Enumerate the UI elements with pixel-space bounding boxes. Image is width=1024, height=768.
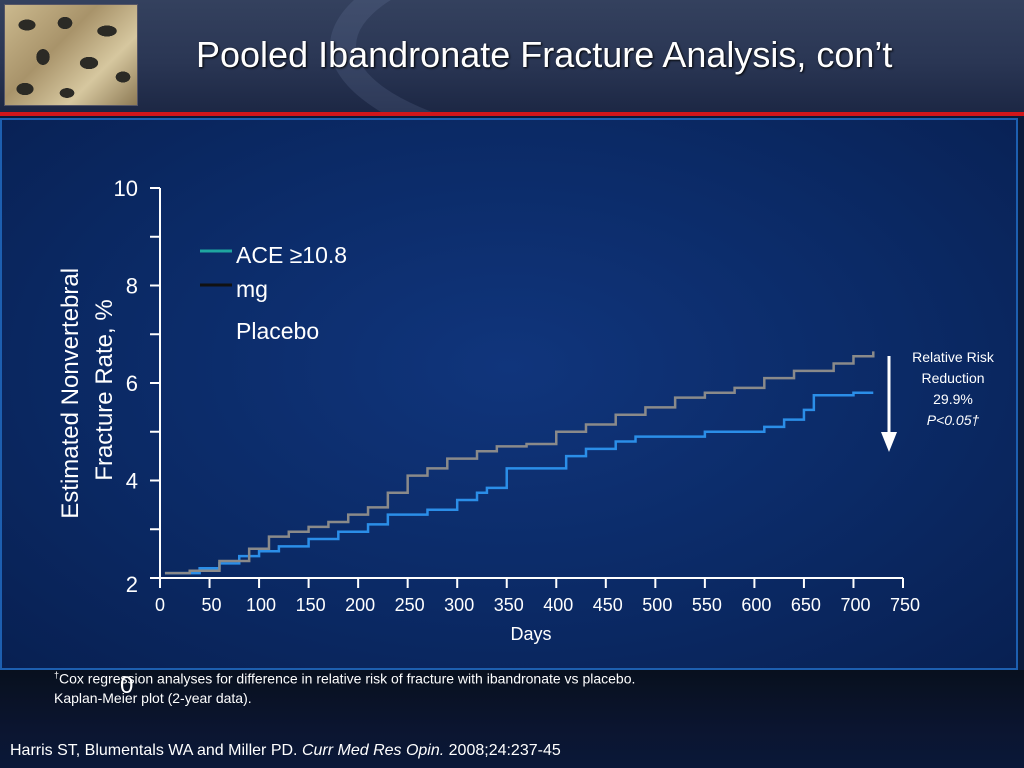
x-tick-label: 750	[890, 595, 920, 615]
y-tick-label: 6	[126, 371, 138, 396]
x-tick-label: 100	[246, 595, 276, 615]
series-layer	[164, 351, 875, 575]
annotation-line-4: P<0.05†	[927, 412, 980, 428]
x-tick-label: 700	[840, 595, 870, 615]
x-tick-label: 500	[642, 595, 672, 615]
x-tick-label: 400	[543, 595, 573, 615]
x-tick-label: 250	[395, 595, 425, 615]
footnote-line-2: Kaplan-Meier plot (2-year data).	[54, 690, 252, 706]
y-tick-label: 2	[126, 572, 138, 597]
x-tick-label: 650	[791, 595, 821, 615]
legend-label-line-2: mg	[236, 276, 268, 302]
x-tick-label: 50	[202, 595, 222, 615]
series-line-placebo	[164, 351, 875, 575]
annotation-line-1: Relative Risk	[912, 349, 995, 365]
x-tick-label: 0	[155, 595, 165, 615]
legend-label-line-3: Placebo	[236, 318, 319, 344]
y-axis-label-line-2: Fracture Rate, %	[91, 299, 118, 480]
x-axis-label: Days	[510, 624, 551, 644]
legend-label-line-1: ACE ≥10.8	[236, 242, 347, 268]
x-tick-label: 450	[593, 595, 623, 615]
x-tick-label: 300	[444, 595, 474, 615]
y-tick-label: 4	[126, 469, 138, 494]
x-tick-label: 550	[692, 595, 722, 615]
x-ticks: 0 50 100 150 200 250 300 350 400 450 500 550 600 650 7…	[155, 578, 920, 615]
y-ticks: 4 6 8 10 2	[114, 176, 160, 597]
x-tick-label: 600	[741, 595, 771, 615]
annotation-line-3: 29.9%	[933, 391, 973, 407]
stray-zero-label: 0	[120, 672, 134, 699]
down-arrow-icon	[881, 432, 897, 452]
y-axis-label-line-1: Estimated Nonvertebral	[57, 268, 84, 519]
legend: ACE ≥10.8 mg Placebo	[200, 242, 347, 344]
footnote-line-1: †Cox regression analyses for difference …	[54, 670, 635, 687]
citation-journal: Curr Med Res Opin.	[301, 742, 445, 759]
slide-title: Pooled Ibandronate Fracture Analysis, co…	[196, 34, 893, 75]
y-tick-label: 10	[114, 176, 138, 201]
annotation-line-2: Reduction	[921, 370, 984, 386]
citation-authors: Harris ST, Blumentals WA and Miller PD.	[10, 742, 302, 759]
relative-risk-annotation: Relative Risk Reduction 29.9% P<0.05†	[881, 349, 995, 452]
y-tick-label: 8	[126, 274, 138, 299]
slide-header: Pooled Ibandronate Fracture Analysis, co…	[0, 0, 1024, 113]
dagger-mark: †	[54, 670, 60, 680]
series-line-ace-10-8-mg	[164, 391, 874, 575]
footer-band	[0, 670, 1024, 768]
footnote-text-1: Cox regression analyses for difference i…	[59, 670, 636, 687]
header-divider	[0, 112, 1024, 116]
x-tick-label: 200	[345, 595, 375, 615]
y-axis-label: Estimated Nonvertebral Fracture Rate, %	[57, 261, 118, 518]
citation-details: 2008;24:237-45	[444, 742, 561, 759]
x-tick-label: 350	[494, 595, 524, 615]
citation: Harris ST, Blumentals WA and Miller PD. …	[10, 742, 561, 760]
x-tick-label: 150	[296, 595, 326, 615]
bone-trabecular-image	[4, 4, 138, 106]
